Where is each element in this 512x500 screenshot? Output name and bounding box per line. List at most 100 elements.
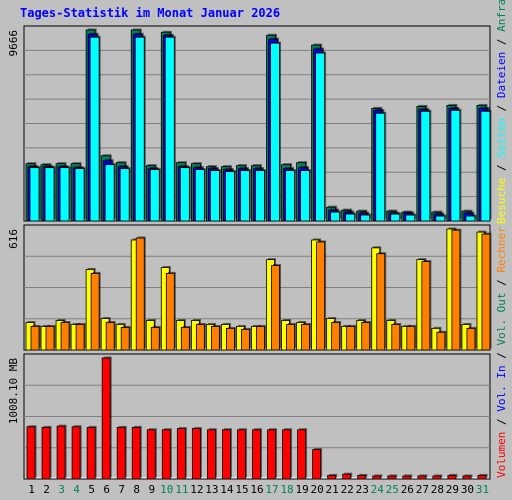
bar-volumen-day-28 [432,474,443,480]
bar-volumen-day-18 [282,428,293,480]
x-tick-day-8: 8 [133,483,140,496]
bar-rechner-day-8 [135,236,146,351]
x-tick-day-7: 7 [118,483,125,496]
bar-volumen-day-10 [161,428,172,480]
bar-volumen-day-15 [237,428,247,480]
x-tick-day-1: 1 [28,483,35,496]
bar-volumen-day-26 [402,474,413,480]
bar-seiten-day-21 [330,210,342,222]
x-tick-day-20: 20 [311,483,324,496]
bar-rechner-day-22 [346,324,357,351]
bar-rechner-day-21 [331,321,342,351]
bar-seiten-day-26 [405,213,417,222]
bar-volumen-day-2 [41,425,52,480]
bar-seiten-day-25 [390,212,402,222]
bar-seiten-day-10 [164,35,176,222]
x-tick-day-21: 21 [326,483,339,496]
bar-seiten-day-27 [420,109,432,222]
x-tick-day-17: 17 [265,483,278,496]
bar-volumen-day-7 [116,425,127,480]
bar-rechner-day-27 [421,260,432,351]
x-tick-day-30: 30 [461,483,474,496]
bar-rechner-day-30 [466,326,477,351]
bar-rechner-day-2 [45,324,56,351]
bar-volumen-day-13 [206,428,217,480]
bar-volumen-day-31 [477,473,488,480]
bar-volumen-day-11 [176,427,187,480]
bar-volumen-day-27 [417,474,428,480]
panel-1-bars [25,28,492,222]
bar-volumen-day-14 [222,428,232,480]
bar-volumen-day-22 [342,472,353,480]
x-axis-day-labels: 1 2 3 4 5 6 7 8 9 10 11 12 13 14 15 16 17 18 19 20 21 22 23 24 2… [28,483,489,496]
bar-seiten-day-1 [29,166,41,222]
bar-seiten-day-29 [450,108,462,222]
bar-rechner-day-9 [150,325,161,351]
bar-rechner-day-12 [195,322,206,351]
bar-seiten-day-22 [345,212,357,222]
bar-seiten-day-11 [179,166,191,222]
bar-rechner-day-1 [30,324,41,351]
x-tick-day-14: 14 [220,483,234,496]
bar-rechner-day-31 [481,232,492,351]
bar-volumen-day-9 [146,428,157,480]
y-axis-max-label: 616 [7,229,20,249]
x-tick-day-16: 16 [250,483,263,496]
bar-rechner-day-25 [391,322,402,351]
bar-rechner-day-18 [286,322,297,351]
x-tick-day-4: 4 [73,483,80,496]
bar-seiten-day-8 [134,35,146,222]
x-tick-day-2: 2 [43,483,50,496]
bar-volumen-day-23 [357,473,368,480]
x-tick-day-18: 18 [280,483,293,496]
bar-volumen-day-30 [462,474,473,480]
x-tick-day-12: 12 [190,483,203,496]
x-tick-day-5: 5 [88,483,95,496]
bar-seiten-day-20 [315,51,327,222]
bar-volumen-day-8 [131,425,142,480]
legend-panel-2: Volumen / Vol. In / Vol. Out / Rechner [495,226,508,478]
bar-seiten-day-31 [480,109,492,222]
chart-title: Tages-Statistik im Monat Januar 2026 [20,6,280,20]
bar-rechner-day-6 [105,321,116,351]
bar-volumen-day-21 [327,473,338,480]
bar-rechner-day-14 [226,326,236,351]
bar-seiten-day-12 [194,168,206,222]
bar-seiten-day-24 [375,111,387,222]
bar-volumen-day-4 [71,425,82,480]
legend-panel-1: Besuche / Seiten / Dateien / Anfragen [495,0,508,224]
bar-rechner-day-7 [120,325,131,351]
bar-volumen-day-24 [372,474,383,480]
bar-rechner-day-19 [301,322,312,351]
bar-volumen-day-25 [387,474,398,480]
bar-volumen-day-1 [26,425,37,480]
right-legend: Besuche / Seiten / Dateien / Anfragen Vol… [495,0,508,478]
bar-seiten-day-19 [300,169,312,222]
bar-rechner-day-10 [165,271,176,351]
panel-2-bars [25,227,492,351]
x-tick-day-11: 11 [175,483,188,496]
bar-seiten-day-6 [104,163,116,222]
bar-seiten-day-9 [149,168,161,222]
bar-volumen-day-29 [447,473,458,480]
bar-seiten-day-5 [89,35,101,222]
bar-rechner-day-5 [90,271,101,351]
x-tick-day-13: 13 [205,483,218,496]
bar-rechner-day-24 [376,252,387,351]
bar-seiten-day-18 [285,169,297,222]
x-tick-day-10: 10 [160,483,173,496]
bar-seiten-day-14 [225,170,236,222]
bar-rechner-day-26 [406,324,417,351]
y-axis-max-label: 1008.10 MB [7,358,20,425]
bar-rechner-day-29 [451,228,462,351]
x-tick-day-27: 27 [416,483,429,496]
bar-seiten-day-7 [119,167,131,222]
x-tick-day-26: 26 [401,483,414,496]
bar-volumen-day-12 [191,427,202,480]
bar-rechner-day-16 [256,324,266,351]
bar-rechner-day-17 [271,264,282,351]
bar-seiten-day-15 [240,169,251,222]
y-axis-max-label: 9666 [7,30,20,57]
bar-volumen-day-17 [267,428,278,480]
